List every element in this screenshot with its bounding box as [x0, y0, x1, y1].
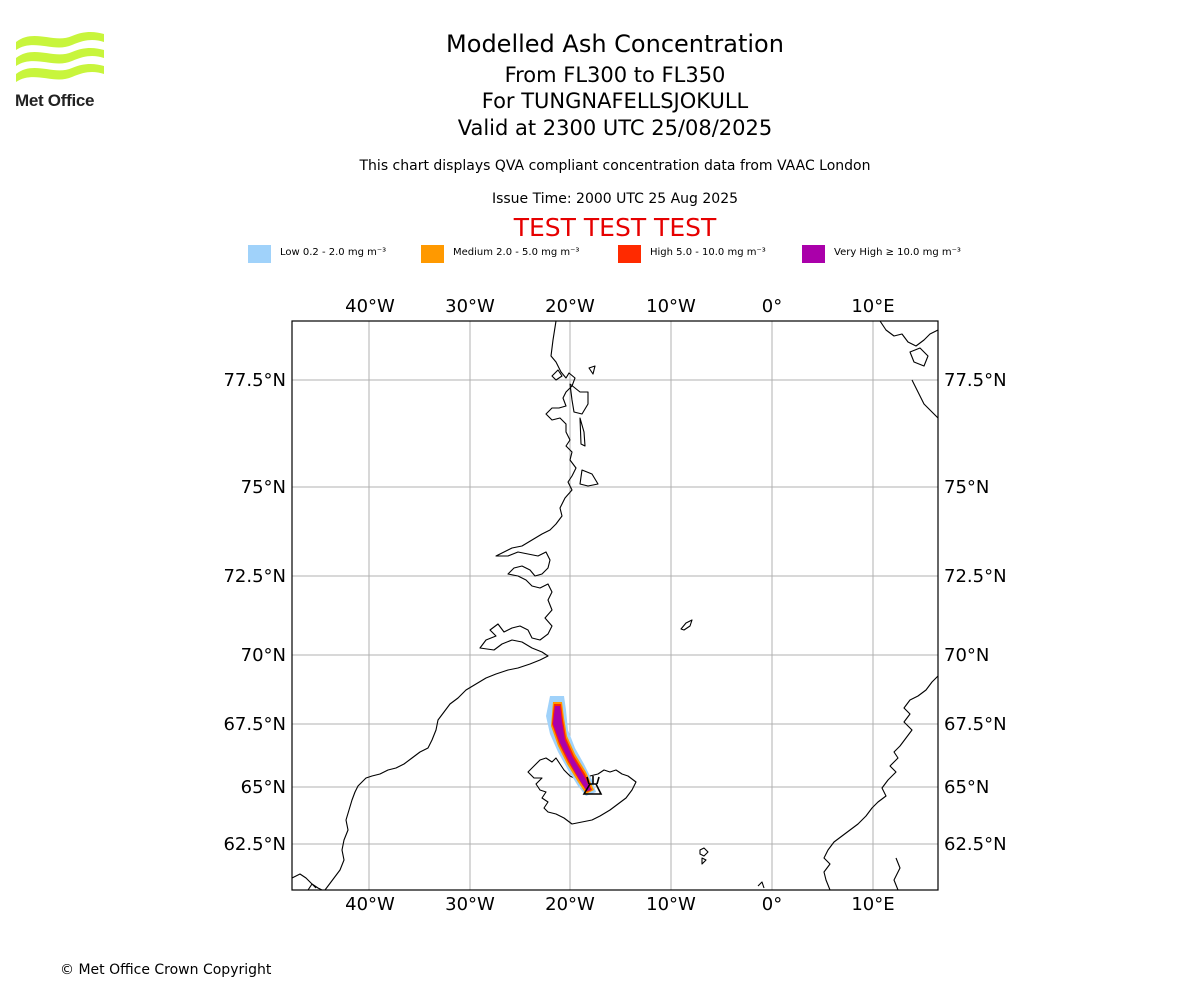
coastlines [292, 321, 938, 890]
valid-time: Valid at 2300 UTC 25/08/2025 [457, 116, 773, 140]
greenland-bit [307, 883, 317, 890]
legend-label-very-high: Very High ≥ 10.0 mg m⁻³ [834, 247, 961, 258]
lat-label-right: 75°N [944, 477, 989, 498]
svalbard-coast [879, 321, 938, 347]
shetland-islands [757, 881, 765, 889]
greenland-islet-a [551, 369, 563, 381]
greenland-island-c [569, 383, 589, 415]
lat-label-left: 65°N [241, 777, 286, 798]
iceland-coast [527, 757, 637, 825]
svalbard-island [909, 347, 929, 367]
legend-label-medium: Medium 2.0 - 5.0 mg m⁻³ [453, 247, 580, 258]
lon-label-top: 10°E [851, 296, 894, 317]
flight-levels: From FL300 to FL350 [504, 63, 726, 87]
svalbard-south [911, 379, 938, 419]
jan-mayen [680, 619, 693, 631]
lat-label-right: 62.5°N [944, 834, 1007, 855]
test-banner: TEST TEST TEST [513, 213, 717, 242]
graticule [292, 321, 938, 890]
lat-label-right: 70°N [944, 645, 989, 666]
legend-swatch-high [618, 245, 641, 263]
lon-label-bottom: 10°E [851, 894, 894, 915]
volcano-icon [582, 776, 603, 795]
greenland-coast [324, 321, 577, 890]
volcano-name: For TUNGNAFELLSJOKULL [481, 89, 749, 113]
faroe-islands [699, 847, 709, 865]
plume-very-high [553, 706, 591, 791]
chart-subtitle: This chart displays QVA compliant concen… [359, 158, 871, 174]
lon-label-bottom: 20°W [545, 894, 595, 915]
copyright-notice: © Met Office Crown Copyright [60, 962, 272, 978]
lat-label-right: 72.5°N [944, 566, 1007, 587]
greenland-south-coast [292, 873, 323, 890]
lat-label-left: 75°N [241, 477, 286, 498]
greenland-island-e [579, 469, 599, 487]
norway-coast [823, 675, 938, 890]
lon-label-top: 10°W [646, 296, 696, 317]
issue-time: Issue Time: 2000 UTC 25 Aug 2025 [491, 191, 739, 207]
met-office-logo [16, 32, 104, 82]
ash-plume [546, 696, 596, 796]
lon-label-bottom: 10°W [646, 894, 696, 915]
logo-text: Met Office [15, 91, 95, 110]
lat-label-left: 70°N [241, 645, 286, 666]
lat-label-left: 72.5°N [223, 566, 286, 587]
lat-label-left: 62.5°N [223, 834, 286, 855]
lat-label-right: 65°N [944, 777, 989, 798]
legend-swatch-medium [421, 245, 444, 263]
lat-label-left: 67.5°N [223, 714, 286, 735]
legend-swatch-very-high [802, 245, 825, 263]
legend-swatch-low [248, 245, 271, 263]
lon-label-top: 30°W [445, 296, 495, 317]
lon-label-bottom: 30°W [445, 894, 495, 915]
greenland-island-d [579, 417, 586, 447]
sweden-border-line [893, 857, 901, 890]
lat-label-left: 77.5°N [223, 370, 286, 391]
chart-title: Modelled Ash Concentration [446, 30, 784, 58]
lon-label-top: 0° [762, 296, 782, 317]
lat-label-right: 77.5°N [944, 370, 1007, 391]
lon-label-top: 40°W [345, 296, 395, 317]
greenland-islet-b [588, 365, 596, 375]
lon-label-top: 20°W [545, 296, 595, 317]
lat-label-right: 67.5°N [944, 714, 1007, 735]
lon-label-bottom: 0° [762, 894, 782, 915]
legend-label-low: Low 0.2 - 2.0 mg m⁻³ [280, 247, 387, 258]
lon-label-bottom: 40°W [345, 894, 395, 915]
map-frame [291, 320, 939, 891]
legend-label-high: High 5.0 - 10.0 mg m⁻³ [650, 247, 766, 258]
